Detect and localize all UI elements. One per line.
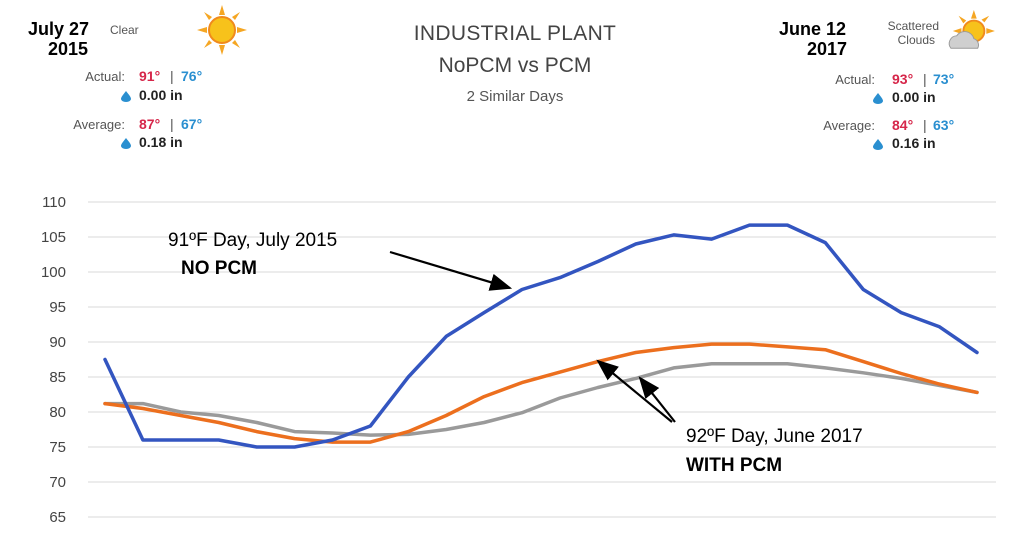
actual-rain: 0.00 in (139, 87, 183, 103)
actual-low: 76° (181, 68, 203, 84)
series-line-pcm_gray (103, 361, 979, 437)
series-line-nopcm (103, 223, 979, 449)
separator: | (170, 68, 174, 84)
arrow-pcm-gray (638, 376, 676, 423)
annotation-pcm-line2: WITH PCM (686, 455, 783, 476)
y-tick-label: 75 (49, 439, 66, 456)
date-line1: June 12 (779, 19, 847, 39)
actual-high: 91° (139, 68, 161, 84)
chart-title-line1: INDUSTRIAL PLANT (413, 22, 617, 45)
date-line2: 2017 (807, 39, 848, 59)
condition-line2: Clouds (897, 33, 935, 47)
series-lines (103, 223, 979, 449)
raindrop-icon (873, 139, 883, 150)
weather-box-right: June 12 2017 Scattered Clouds Actual: 93… (775, 0, 1024, 160)
arrow-pcm-orange (596, 359, 673, 423)
partly-cloudy-icon (948, 10, 995, 49)
y-tick-labels: 65 70 75 80 85 90 95 100 105 110 (41, 194, 66, 526)
actual-rain: 0.00 in (892, 89, 936, 105)
raindrop-icon (121, 91, 131, 102)
annotation-no-pcm-line1: 91ºF Day, July 2015 (168, 230, 338, 251)
line-chart: 65 70 75 80 85 90 95 100 105 110 (41, 194, 996, 526)
actual-low: 73° (933, 71, 955, 87)
annotation-no-pcm-line2: NO PCM (181, 258, 257, 279)
average-rain: 0.16 in (892, 135, 936, 151)
sun-icon (197, 5, 247, 55)
raindrop-icon (121, 138, 131, 149)
condition-line1: Scattered (887, 19, 939, 33)
y-tick-label: 65 (49, 509, 66, 526)
y-tick-label: 70 (49, 474, 66, 491)
date-line1: July 27 (28, 19, 90, 39)
weather-box-left: July 27 2015 Clear Actual: 91° | 76° 0.0… (0, 0, 250, 160)
average-label: Average: (73, 117, 125, 132)
chart-title-line2: NoPCM vs PCM (438, 54, 592, 77)
y-tick-label: 90 (49, 334, 66, 351)
y-tick-label: 80 (49, 404, 66, 421)
average-high: 87° (139, 116, 161, 132)
average-low: 63° (933, 117, 955, 133)
chart-title-line3: 2 Similar Days (466, 88, 564, 105)
annotation-arrows (389, 250, 676, 423)
arrow-no-pcm (389, 250, 513, 291)
grid (88, 201, 996, 518)
actual-high: 93° (892, 71, 914, 87)
average-high: 84° (892, 117, 914, 133)
condition: Clear (110, 23, 139, 37)
average-rain: 0.18 in (139, 134, 183, 150)
y-tick-label: 100 (41, 264, 66, 281)
separator: | (923, 117, 927, 133)
separator: | (923, 71, 927, 87)
actual-label: Actual: (85, 69, 125, 84)
series-line-pcm_orange (103, 342, 979, 444)
raindrop-icon (873, 93, 883, 104)
actual-label: Actual: (835, 72, 875, 87)
annotation-pcm-line1: 92ºF Day, June 2017 (686, 426, 863, 447)
average-low: 67° (181, 116, 203, 132)
date-line2: 2015 (48, 39, 89, 59)
y-tick-label: 95 (49, 299, 66, 316)
y-tick-label: 85 (49, 369, 66, 386)
y-tick-label: 105 (41, 229, 66, 246)
separator: | (170, 116, 174, 132)
average-label: Average: (823, 118, 875, 133)
y-tick-label: 110 (42, 194, 66, 211)
